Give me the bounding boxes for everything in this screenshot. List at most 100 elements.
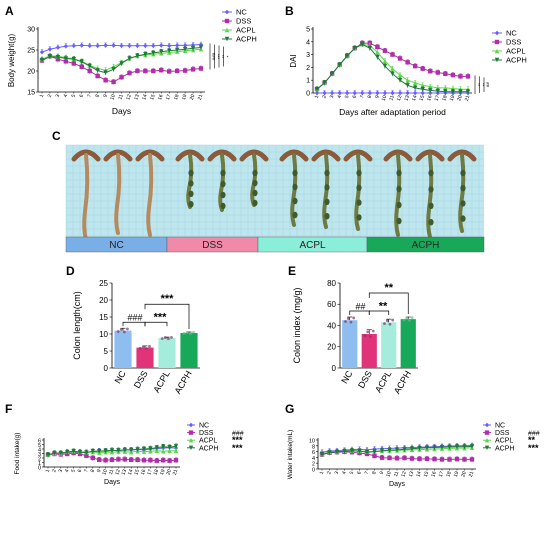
photo-background <box>66 145 484 237</box>
data-point <box>188 332 192 335</box>
significance-mark: ** <box>476 83 481 87</box>
x-tick-label: 5 <box>349 470 356 475</box>
data-point <box>141 345 145 349</box>
marker-triangle-down <box>402 447 407 452</box>
marker-square <box>87 68 92 74</box>
marker-triangle-down <box>439 445 445 450</box>
marker-triangle-down <box>122 447 127 453</box>
marker-triangle-down <box>135 53 140 59</box>
marker-triangle-down <box>334 449 340 455</box>
marker-square <box>447 457 452 462</box>
x-axis-label: Days <box>112 106 131 116</box>
colon-shape <box>250 153 258 207</box>
y-tick-label: 5 <box>306 27 310 34</box>
marker-triangle-down <box>173 444 179 449</box>
y-tick-label: 0 <box>104 364 109 373</box>
x-tick-label: 1 <box>319 470 326 475</box>
marker-triangle-down <box>454 444 460 449</box>
marker-triangle-down <box>360 42 365 47</box>
data-point <box>408 319 411 322</box>
marker-square <box>382 48 388 53</box>
marker-square <box>405 60 410 65</box>
x-tick-label: 13 <box>403 94 411 101</box>
cecum-shape <box>71 149 101 162</box>
colon-segment <box>356 214 362 221</box>
colon-shape <box>146 153 154 237</box>
x-axis-label: Days <box>104 479 120 486</box>
x-tick-label: 8 <box>367 94 374 99</box>
marker-triangle-down <box>494 57 500 63</box>
marker-square <box>116 457 121 462</box>
marker-triangle-down <box>375 54 380 60</box>
marker-square <box>188 430 194 435</box>
x-tick-label: 21 <box>197 93 205 100</box>
data-point <box>352 316 356 320</box>
marker-triangle-down <box>469 444 475 449</box>
significance-mark: ### <box>211 53 216 61</box>
x-tick-label: 2 <box>326 470 333 475</box>
marker-triangle-down <box>198 45 204 50</box>
x-tick-label: 9 <box>96 468 103 473</box>
data-point <box>126 327 129 331</box>
y-axis-label: Colon index (mg/g) <box>292 287 302 363</box>
marker-square <box>372 453 377 459</box>
marker-triangle-down <box>424 445 430 451</box>
y-tick-label: 8 <box>312 444 315 450</box>
significance-mark: * <box>225 56 230 58</box>
marker-diamond <box>405 90 410 96</box>
marker-square <box>167 69 172 74</box>
colon-segment <box>356 184 362 191</box>
colon-segment <box>428 186 434 193</box>
data-point <box>385 319 389 323</box>
marker-triangle-down <box>409 446 415 451</box>
marker-diamond <box>198 42 204 47</box>
x-tick-label: 1 <box>39 93 46 98</box>
marker-diamond <box>127 43 132 48</box>
y-tick-label: 4 <box>38 448 41 454</box>
y-tick-label: 5 <box>38 443 41 449</box>
group-band-label: ACPH <box>412 240 440 251</box>
y-tick-label: 1 <box>38 461 41 467</box>
marker-diamond <box>345 90 350 96</box>
marker-diamond <box>167 43 172 48</box>
x-tick-label: 19 <box>181 93 189 100</box>
y-axis-label: DAI <box>289 54 298 67</box>
marker-triangle-down <box>97 449 102 454</box>
x-tick-label: 7 <box>83 468 90 473</box>
marker-triangle-down <box>103 70 108 75</box>
x-tick-label: 18 <box>445 470 453 477</box>
marker-triangle <box>390 66 395 71</box>
x-tick-label: 15 <box>419 94 427 101</box>
x-tick-label: 3 <box>334 470 341 475</box>
colon-shape <box>186 153 194 209</box>
marker-square <box>428 69 433 74</box>
y-axis-label: Water intake(mL) <box>287 430 294 480</box>
x-tick-label: 10 <box>101 468 109 475</box>
x-tick-label: 7 <box>86 93 93 98</box>
bar-acpl <box>381 322 397 368</box>
data-point <box>369 335 372 338</box>
marker-triangle-down <box>190 46 196 51</box>
series-acph <box>314 41 471 95</box>
marker-triangle-down <box>148 446 153 451</box>
x-tick-label: 21 <box>468 470 476 477</box>
x-tick-label: 18 <box>153 468 161 475</box>
x-tick-label: 18 <box>441 94 449 101</box>
marker-diamond <box>484 422 490 428</box>
data-point <box>363 334 367 338</box>
cecum-shape <box>415 149 445 162</box>
x-tick-label: 14 <box>415 470 423 477</box>
x-tick-label: 6 <box>79 93 86 98</box>
colon-segment <box>460 200 466 207</box>
marker-square <box>79 64 84 69</box>
marker-triangle-down <box>52 450 57 456</box>
panel-letter: F <box>5 402 12 416</box>
marker-diamond <box>375 90 380 96</box>
marker-square <box>71 61 76 66</box>
marker-square <box>387 455 392 461</box>
marker-triangle-down <box>412 85 418 91</box>
colon-segment <box>188 169 194 177</box>
marker-triangle-down <box>174 47 180 53</box>
panel-letter: A <box>5 4 14 18</box>
marker-triangle-down <box>465 89 471 94</box>
